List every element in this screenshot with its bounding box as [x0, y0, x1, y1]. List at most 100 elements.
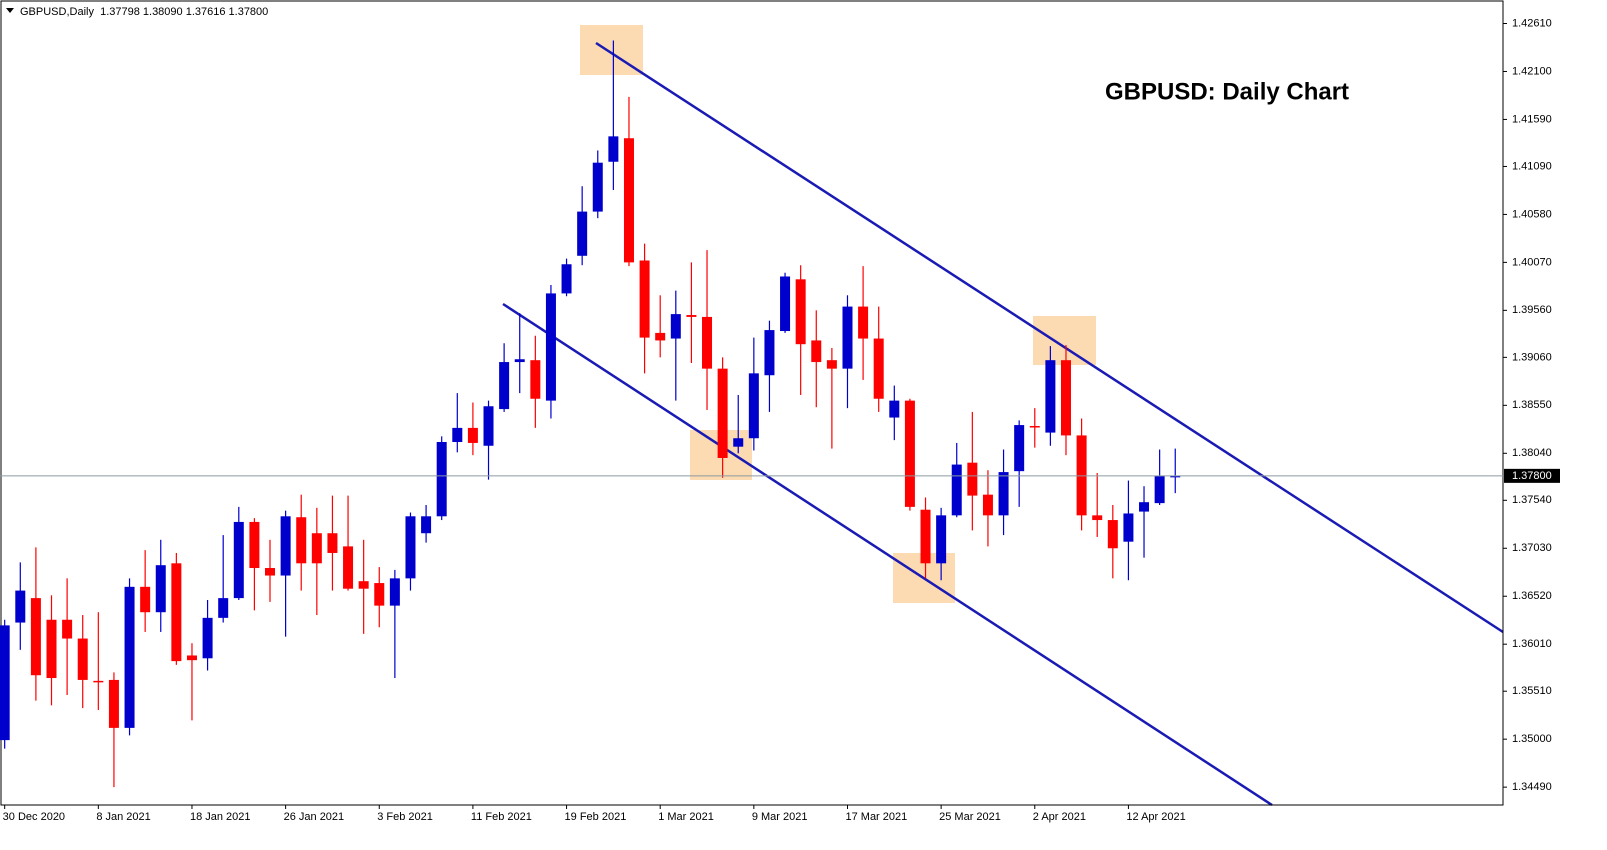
- y-tick-label: 1.41590: [1512, 113, 1552, 125]
- candle-body: [280, 516, 291, 576]
- y-tick-label: 1.38040: [1512, 447, 1552, 459]
- x-tick-label: 8 Jan 2021: [96, 811, 150, 823]
- x-tick-label: 1 Mar 2021: [658, 811, 714, 823]
- candle-body: [1060, 360, 1071, 436]
- candle-body: [62, 619, 73, 639]
- candle-body: [202, 617, 213, 659]
- candle-body: [405, 516, 416, 579]
- x-tick-label: 19 Feb 2021: [565, 811, 627, 823]
- y-tick-label: 1.36010: [1512, 638, 1552, 650]
- y-tick-label: 1.39060: [1512, 351, 1552, 363]
- candle-body: [483, 406, 494, 446]
- x-tick-label: 2 Apr 2021: [1033, 811, 1086, 823]
- candle-body: [561, 264, 572, 294]
- candle-body: [1045, 360, 1056, 433]
- candle-body: [186, 655, 197, 661]
- candle-body: [1170, 475, 1181, 478]
- y-tick-label: 1.42610: [1512, 17, 1552, 29]
- y-tick-label: 1.35510: [1512, 685, 1552, 697]
- candle-body: [982, 494, 993, 516]
- candle-body: [467, 427, 478, 443]
- candle-body: [311, 533, 322, 564]
- candle-body: [592, 162, 603, 212]
- candle-body: [218, 598, 229, 618]
- candle-body: [780, 276, 791, 332]
- candle-body: [623, 138, 634, 263]
- candle-body: [108, 679, 119, 728]
- candle-body: [452, 427, 463, 442]
- x-tick-label: 9 Mar 2021: [752, 811, 808, 823]
- candle-body: [389, 578, 400, 606]
- highlight-box: [1033, 316, 1096, 365]
- x-tick-label: 26 Jan 2021: [284, 811, 345, 823]
- candle-body: [608, 136, 619, 162]
- candle-body: [545, 293, 556, 401]
- candle-body: [920, 509, 931, 564]
- candle-body: [249, 521, 260, 569]
- candle-body: [343, 546, 354, 589]
- y-tick-label: 1.39560: [1512, 304, 1552, 316]
- y-tick-label: 1.37030: [1512, 542, 1552, 554]
- x-tick-label: 3 Feb 2021: [377, 811, 433, 823]
- y-tick-label: 1.36520: [1512, 590, 1552, 602]
- candle-body: [1123, 513, 1134, 542]
- candle-body: [1139, 502, 1150, 512]
- x-tick-label: 11 Feb 2021: [471, 811, 532, 823]
- candle-body: [936, 515, 947, 564]
- candle-body: [811, 340, 822, 363]
- candle-body: [0, 625, 10, 741]
- candle-body: [967, 462, 978, 496]
- y-tick-label: 1.41090: [1512, 160, 1552, 172]
- y-tick-label: 1.35000: [1512, 733, 1552, 745]
- menu-arrow: [6, 8, 14, 13]
- y-tick-label: 1.37540: [1512, 494, 1552, 506]
- candle-body: [265, 568, 276, 576]
- candle-body: [233, 521, 244, 599]
- current-price-label: 1.37800: [1512, 470, 1552, 482]
- candle-body: [124, 586, 135, 728]
- candle-body: [1029, 426, 1040, 428]
- candle-body: [702, 316, 713, 369]
- x-tick-label: 17 Mar 2021: [845, 811, 907, 823]
- candle-body: [46, 619, 57, 679]
- candle-body: [748, 373, 759, 439]
- y-tick-label: 1.40070: [1512, 256, 1552, 268]
- candle-body: [327, 533, 338, 553]
- candle-body: [858, 306, 869, 339]
- candle-body: [1154, 475, 1165, 504]
- candle-body: [670, 314, 681, 339]
- y-tick-label: 1.42100: [1512, 65, 1552, 77]
- candle-body: [889, 400, 900, 418]
- candle-body: [764, 330, 775, 376]
- candle-body: [155, 565, 166, 613]
- candle-body: [374, 583, 385, 606]
- x-tick-label: 25 Mar 2021: [939, 811, 1001, 823]
- current-price-box: [1504, 468, 1560, 483]
- candle-body: [1014, 425, 1025, 472]
- x-tick-label: 30 Dec 2020: [3, 811, 65, 823]
- candle-body: [1092, 515, 1103, 521]
- candle-body: [171, 563, 182, 662]
- x-tick-label: 12 Apr 2021: [1126, 811, 1185, 823]
- y-tick-label: 1.38550: [1512, 399, 1552, 411]
- candle-body: [530, 360, 541, 399]
- candle-body: [296, 517, 307, 564]
- plot-frame: [0, 0, 1504, 806]
- candle-body: [842, 306, 853, 369]
- candle-body: [421, 516, 432, 534]
- candle-body: [686, 315, 697, 317]
- y-tick-label: 1.40580: [1512, 208, 1552, 220]
- trendline: [502, 302, 1273, 807]
- candle-body: [639, 260, 650, 338]
- candle-body: [77, 638, 88, 680]
- candle-body: [358, 581, 369, 589]
- candle-body: [514, 359, 525, 363]
- candle-body: [795, 279, 806, 345]
- candle-body: [140, 586, 151, 613]
- chart-title: GBPUSD: Daily Chart: [1105, 78, 1349, 105]
- candle-body: [30, 598, 41, 676]
- candle-body: [1107, 520, 1118, 549]
